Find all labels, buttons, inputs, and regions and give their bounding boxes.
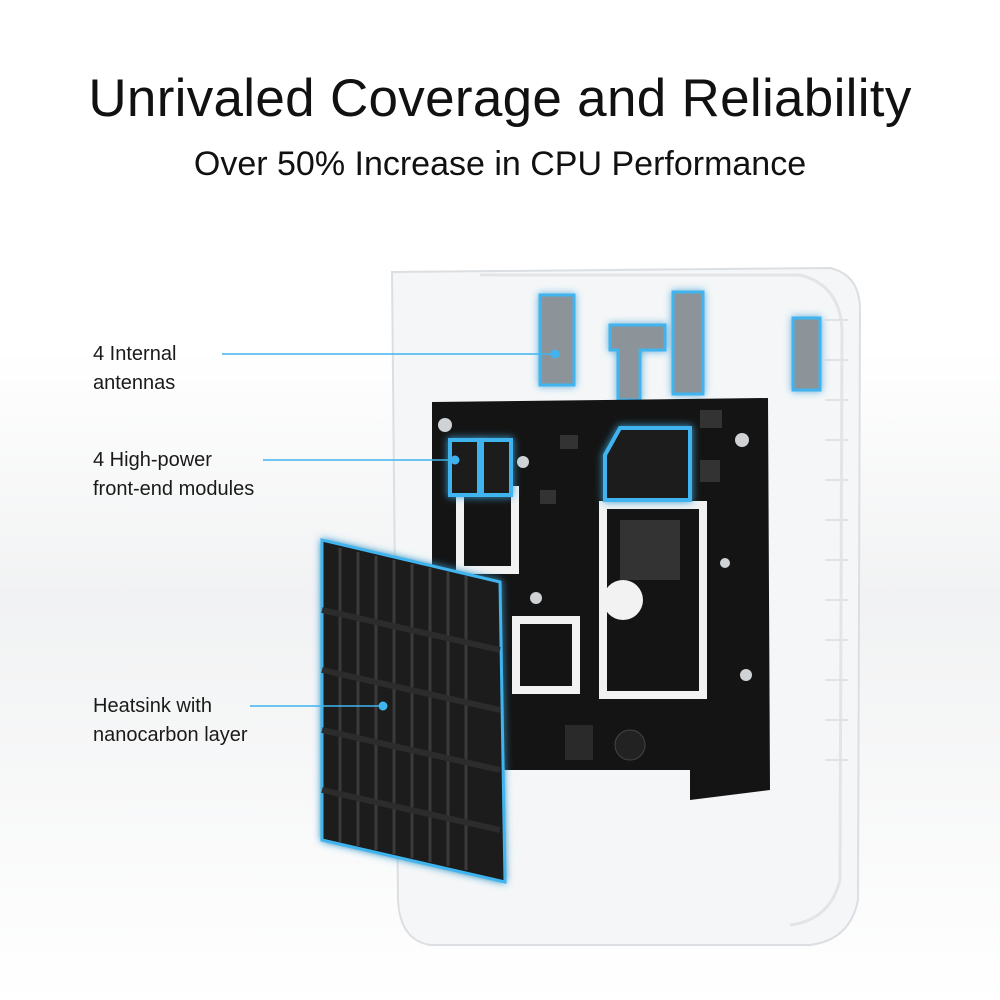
- callout-line: nanocarbon layer: [93, 724, 248, 746]
- heatsink: [320, 538, 507, 884]
- callout-front-end-modules: 4 High-power front-end modules: [93, 446, 254, 504]
- callout-line: front-end modules: [93, 478, 255, 500]
- callout-leaders: [222, 349, 560, 711]
- callout-line: 4 Internal: [93, 343, 177, 365]
- callout-line: Heatsink with: [93, 695, 212, 717]
- front-end-modules: [448, 426, 692, 502]
- callout-heatsink: Heatsink with nanocarbon layer: [93, 692, 248, 750]
- callout-line: antennas: [93, 372, 176, 394]
- antennas: [538, 290, 822, 402]
- page-title: Unrivaled Coverage and Reliability: [88, 69, 912, 128]
- page-subtitle: Over 50% Increase in CPU Performance: [193, 145, 807, 183]
- callout-internal-antennas: 4 Internal antennas: [93, 340, 176, 398]
- callout-line: 4 High-power: [93, 449, 212, 471]
